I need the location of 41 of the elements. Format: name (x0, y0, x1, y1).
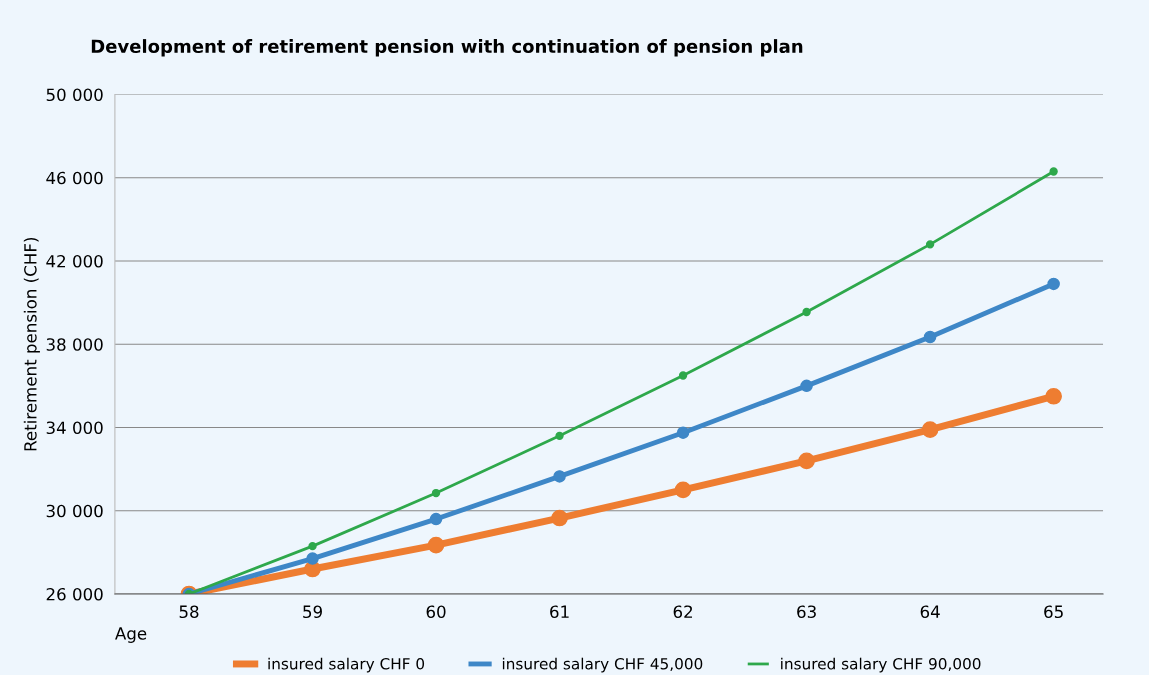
x-axis-title: Age (115, 627, 147, 643)
point (923, 330, 937, 344)
point (925, 240, 935, 249)
chart-title: Development of retirement pension with continuation of pension plan (91, 39, 803, 57)
x-tick-label: 64 (920, 605, 940, 619)
point (678, 371, 688, 380)
x-tick-label: 58 (179, 605, 199, 619)
x-tick-label: 61 (550, 605, 569, 619)
point (551, 509, 568, 527)
y-axis-title: Retirement pension (CHF) (23, 237, 40, 451)
point (802, 307, 811, 317)
y-tick-label: 26 000 (46, 587, 103, 601)
point (308, 541, 317, 551)
point (798, 452, 815, 470)
legend-label: insured salary CHF 90,000 (781, 657, 981, 673)
point (1047, 277, 1060, 291)
point (800, 379, 813, 393)
point (674, 481, 692, 499)
x-tick-label: 59 (303, 605, 322, 619)
point (306, 552, 319, 565)
x-tick-label: 62 (673, 605, 693, 619)
x-tick-label: 65 (1044, 605, 1063, 619)
x-tick-label: 63 (797, 605, 816, 619)
point (553, 470, 566, 483)
x-tick-label: 60 (426, 605, 446, 619)
point (555, 431, 564, 440)
y-tick-label: 30 000 (46, 504, 103, 518)
point (1045, 387, 1062, 405)
point (921, 421, 939, 438)
legend-label: insured salary CHF 0 (268, 657, 425, 673)
point (1049, 167, 1058, 176)
y-tick-label: 34 000 (46, 421, 103, 435)
legend-label: insured salary CHF 45,000 (502, 657, 703, 673)
y-tick-label: 46 000 (46, 171, 103, 185)
point (676, 426, 690, 439)
y-tick-label: 50 000 (46, 88, 103, 102)
point (427, 536, 445, 554)
y-tick-label: 38 000 (46, 338, 103, 351)
point (431, 488, 441, 498)
point (429, 512, 443, 526)
y-tick-label: 42 000 (46, 254, 103, 268)
